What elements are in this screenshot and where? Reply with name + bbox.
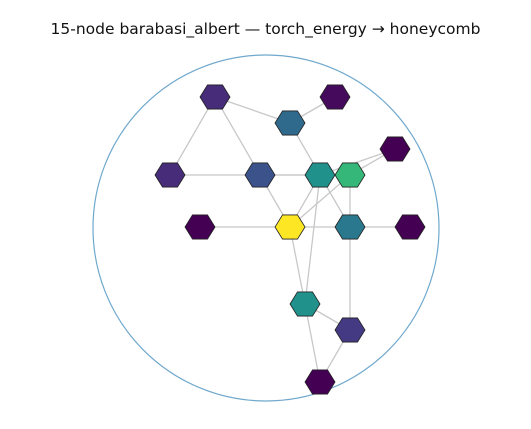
- node-n11: [394, 214, 426, 240]
- edge-n9-n12: [289, 226, 306, 305]
- diagram-title: 15-node barabasi_albert — torch_energy →…: [50, 20, 481, 38]
- node-n6: [304, 162, 336, 188]
- node-n7: [334, 162, 366, 188]
- edge-n6-n12: [304, 174, 321, 305]
- node-n0: [199, 84, 231, 110]
- node-n10: [334, 214, 366, 240]
- edge-n12-n14: [304, 303, 321, 383]
- node-n9: [274, 214, 306, 240]
- node-n1: [319, 84, 351, 110]
- node-n12: [289, 291, 321, 317]
- node-n3: [379, 136, 411, 162]
- node-n5: [244, 162, 276, 188]
- edge-n0-n4: [169, 96, 216, 176]
- node-n2: [274, 110, 306, 136]
- node-n8: [184, 214, 216, 240]
- node-n4: [154, 162, 186, 188]
- node-n14: [304, 369, 336, 395]
- boundary-circle: [92, 54, 440, 402]
- nodes-layer: [154, 84, 426, 395]
- node-n13: [334, 317, 366, 343]
- edge-n0-n5: [214, 96, 261, 176]
- edges-layer: [169, 96, 410, 383]
